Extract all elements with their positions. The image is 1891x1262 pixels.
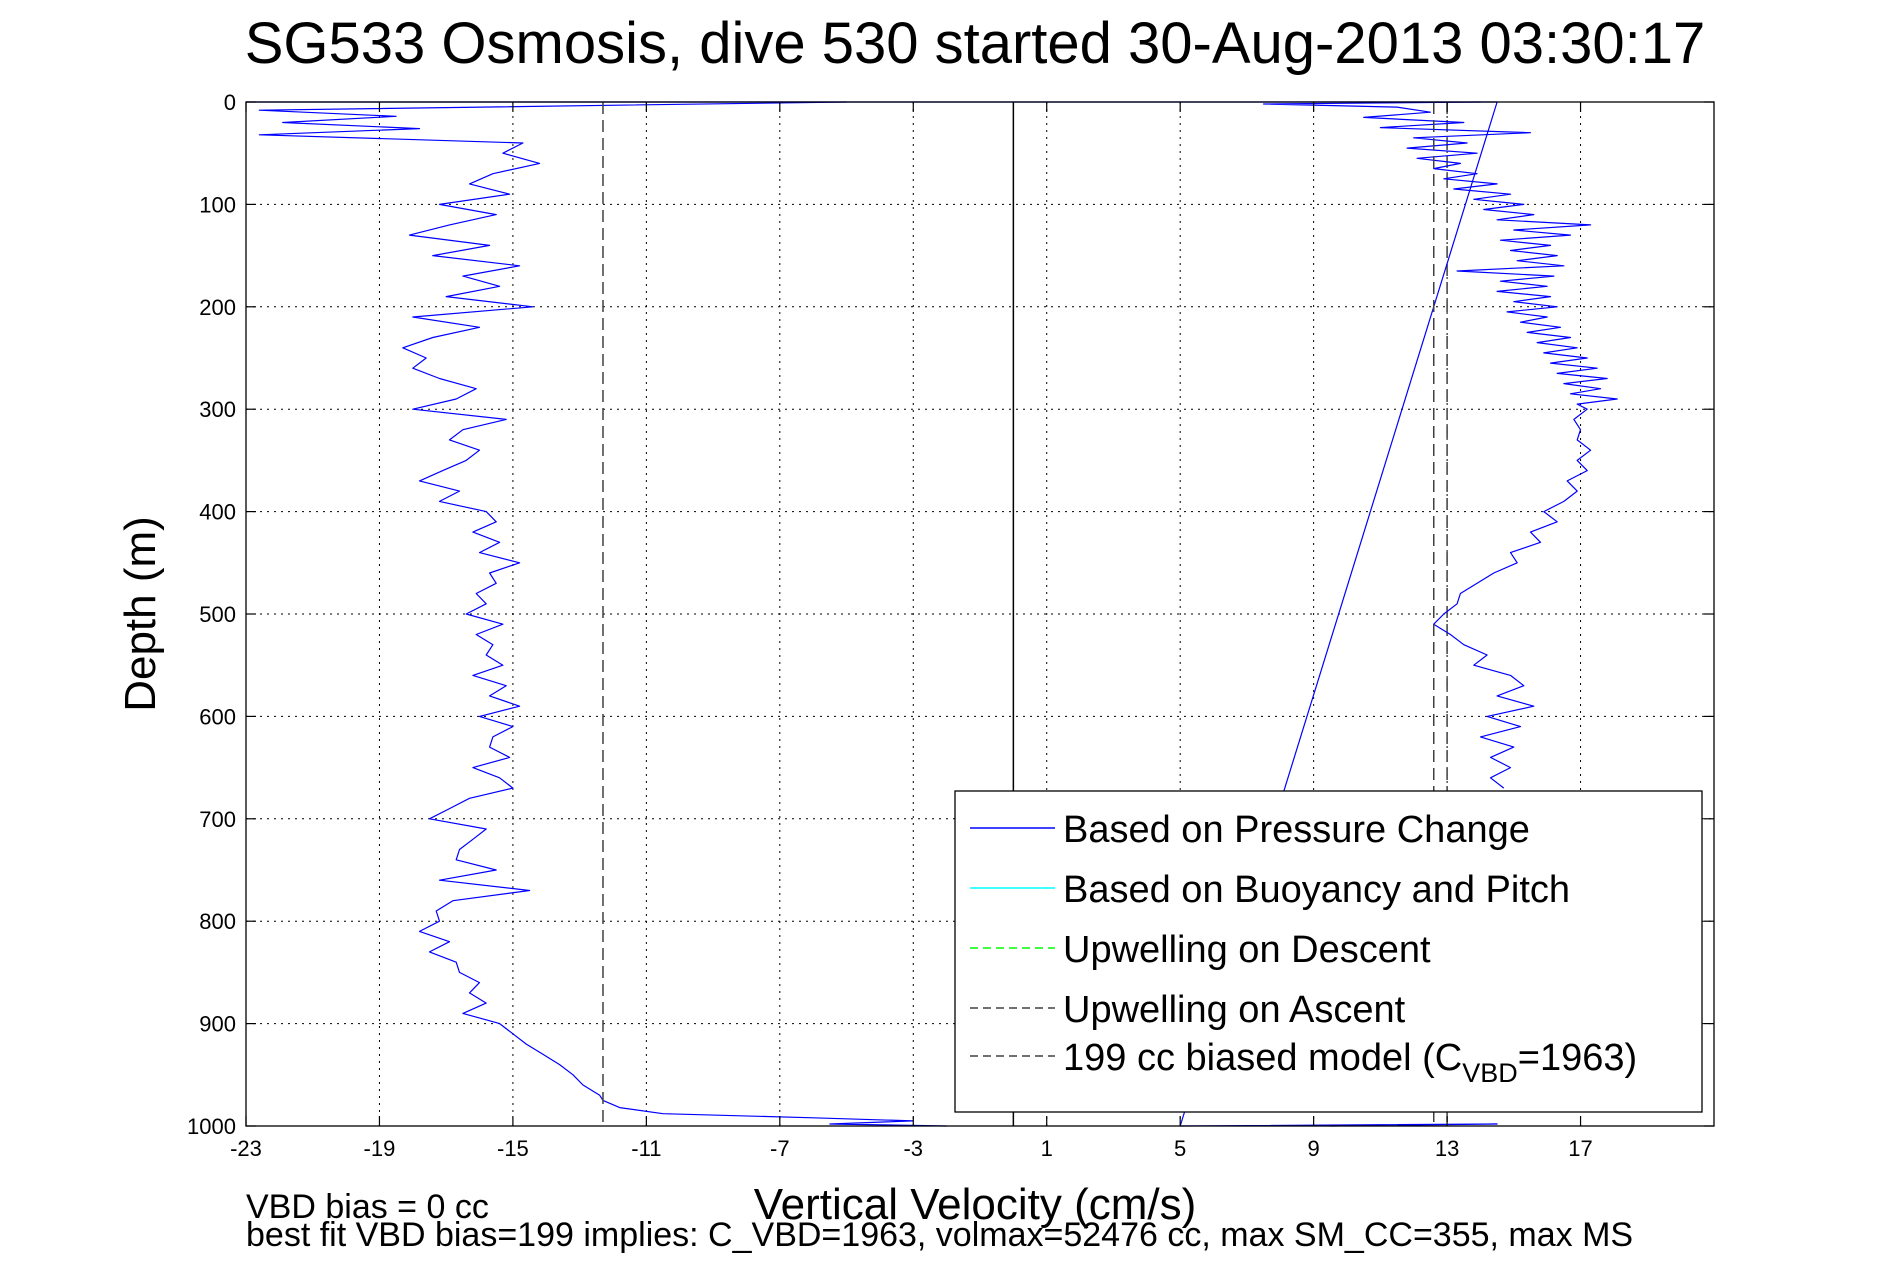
y-tick-label: 500 — [199, 602, 236, 627]
x-tick-label: 9 — [1308, 1136, 1320, 1161]
x-tick-label: 5 — [1174, 1136, 1186, 1161]
legend-label: Based on Buoyancy and Pitch — [1063, 869, 1570, 911]
legend-label-subscript: VBD — [1462, 1058, 1518, 1088]
legend-label: Upwelling on Descent — [1063, 929, 1431, 971]
x-tick-label: -23 — [230, 1136, 262, 1161]
footer-vbd-bias: VBD bias = 0 cc — [246, 1188, 489, 1226]
y-tick-label: 900 — [199, 1012, 236, 1037]
y-tick-label: 0 — [224, 90, 236, 115]
x-tick-label: -19 — [364, 1136, 396, 1161]
x-tick-label: 17 — [1568, 1136, 1592, 1161]
y-tick-label: 300 — [199, 397, 236, 422]
y-tick-label: 100 — [199, 192, 236, 217]
series-line-pressure-change — [258, 101, 947, 1127]
y-tick-label: 800 — [199, 909, 236, 934]
y-axis-ticks: 0 100 200 300 400 500 600 700 800 900 1000 — [187, 90, 1714, 1139]
x-axis-label: Vertical Velocity (cm/s) — [754, 1180, 1197, 1229]
x-tick-label: 13 — [1435, 1136, 1459, 1161]
legend-box — [954, 790, 1703, 1113]
y-axis-label: Depth (m) — [116, 516, 165, 712]
x-tick-label: -3 — [903, 1136, 923, 1161]
x-tick-label: -7 — [770, 1136, 790, 1161]
x-axis-ticks: -23 -19 -15 -11 -7 -3 1 5 9 13 17 — [230, 102, 1593, 1161]
footer-best-fit: best fit VBD bias=199 implies: C_VBD=196… — [246, 1216, 1633, 1254]
y-tick-label: 700 — [199, 807, 236, 832]
y-tick-label: 1000 — [187, 1114, 236, 1139]
y-tick-label: 600 — [199, 704, 236, 729]
legend-label: Upwelling on Ascent — [1063, 989, 1406, 1031]
legend-label: Based on Pressure Change — [1063, 809, 1530, 851]
series-line-pressure-change — [1262, 101, 1618, 789]
x-tick-label: -15 — [497, 1136, 529, 1161]
data-layer — [246, 101, 1618, 1127]
x-tick-label: -11 — [631, 1136, 661, 1161]
legend-label-suffix: =1963) — [1518, 1037, 1637, 1079]
y-tick-label: 200 — [199, 295, 236, 320]
x-tick-label: 1 — [1041, 1136, 1053, 1161]
y-tick-label: 400 — [199, 500, 236, 525]
chart-title: SG533 Osmosis, dive 530 started 30-Aug-2… — [245, 11, 1706, 76]
legend: Based on Pressure Change Based on Buoyanc… — [954, 790, 1703, 1113]
